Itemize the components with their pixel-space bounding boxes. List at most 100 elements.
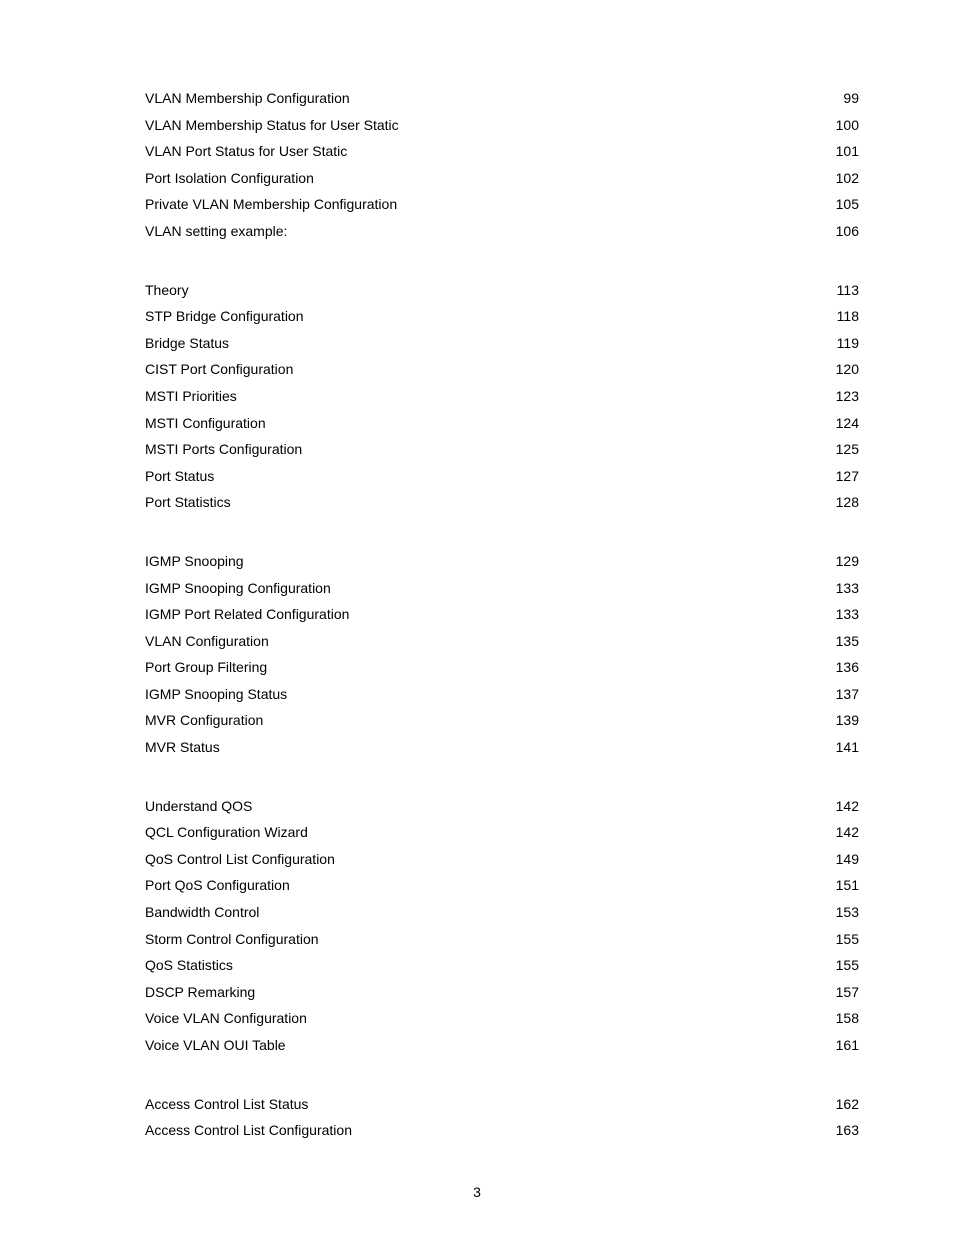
toc-entry-page: 162: [832, 1091, 859, 1118]
toc-entry-page: 157: [832, 979, 859, 1006]
toc-entry-page: 129: [832, 548, 859, 575]
toc-entry-page: 102: [832, 165, 859, 192]
toc-entry-page: 142: [832, 819, 859, 846]
toc-entry-title: IGMP Snooping: [145, 548, 244, 575]
toc-entry-page: 105: [832, 191, 859, 218]
toc-entry-page: 120: [832, 356, 859, 383]
toc-entry-page: 127: [832, 463, 859, 490]
toc-entry-title: MSTI Priorities: [145, 383, 237, 410]
toc-entry-title: MSTI Configuration: [145, 410, 266, 437]
toc-entry-title: QoS Control List Configuration: [145, 846, 335, 873]
toc-entry: Port Status 127: [95, 463, 859, 490]
toc-entry: Port Isolation Configuration 102: [95, 165, 859, 192]
toc-entry: VLAN setting example: 106: [95, 218, 859, 245]
toc-entry-title: Port Group Filtering: [145, 654, 267, 681]
toc-entry-page: 163: [832, 1117, 859, 1144]
toc-entry: Access Control List Configuration 163: [95, 1117, 859, 1144]
toc-entry-title: Storm Control Configuration: [145, 926, 319, 953]
toc-entry: IGMP Snooping Status137: [95, 681, 859, 708]
toc-entry-page: 99: [839, 85, 859, 112]
toc-entry-title: Access Control List Status: [145, 1091, 308, 1118]
toc-entry-page: 141: [832, 734, 859, 761]
toc-group: Theory113STP Bridge Configuration118Brid…: [95, 277, 859, 516]
toc-entry-page: 136: [832, 654, 859, 681]
toc-entry: Bridge Status 119: [95, 330, 859, 357]
toc-entry-page: 161: [832, 1032, 859, 1059]
toc-entry: Voice VLAN OUI Table 161: [95, 1032, 859, 1059]
toc-entry: Access Control List Status 162: [95, 1091, 859, 1118]
toc-entry-page: 158: [832, 1005, 859, 1032]
toc-entry-title: VLAN Configuration: [145, 628, 269, 655]
toc-group: IGMP Snooping129IGMP Snooping Configurat…: [95, 548, 859, 761]
toc-entry-title: Private VLAN Membership Configuration: [145, 191, 397, 218]
toc-entry-title: Theory: [145, 277, 189, 304]
toc-entry: VLAN Port Status for User Static 101: [95, 138, 859, 165]
toc-entry: QoS Statistics 155: [95, 952, 859, 979]
toc-entry-title: Port Status: [145, 463, 214, 490]
toc-entry-title: IGMP Port Related Configuration: [145, 601, 349, 628]
toc-entry-title: MVR Configuration: [145, 707, 263, 734]
toc-entry-title: MSTI Ports Configuration: [145, 436, 302, 463]
toc-entry-title: Access Control List Configuration: [145, 1117, 352, 1144]
toc-entry: MVR Configuration 139: [95, 707, 859, 734]
toc-entry: Understand QOS 142: [95, 793, 859, 820]
toc-entry-page: 155: [832, 952, 859, 979]
toc-entry: Port Statistics 128: [95, 489, 859, 516]
toc-entry-page: 119: [833, 330, 859, 357]
toc-entry: QoS Control List Configuration 149: [95, 846, 859, 873]
toc-entry-page: 151: [832, 872, 859, 899]
toc-entry-page: 133: [832, 601, 859, 628]
toc-entry-title: IGMP Snooping Status: [145, 681, 287, 708]
toc-entry-page: 153: [832, 899, 859, 926]
toc-entry: IGMP Snooping 129: [95, 548, 859, 575]
toc-entry: MSTI Priorities 123: [95, 383, 859, 410]
toc-entry-title: VLAN Port Status for User Static: [145, 138, 347, 165]
toc-entry-page: 135: [832, 628, 859, 655]
toc-group: Access Control List Status162Access Cont…: [95, 1091, 859, 1144]
toc-group: Understand QOS142QCL Configuration Wizar…: [95, 793, 859, 1059]
toc-entry-page: 100: [832, 112, 859, 139]
toc-entry-title: VLAN setting example:: [145, 218, 287, 245]
toc-entry-page: 113: [833, 277, 859, 304]
toc-entry-page: 142: [832, 793, 859, 820]
toc-entry: MVR Status 141: [95, 734, 859, 761]
toc-entry: Private VLAN Membership Configuration 105: [95, 191, 859, 218]
toc-entry-page: 101: [832, 138, 859, 165]
toc-entry: MSTI Configuration 124: [95, 410, 859, 437]
toc-entry-page: 155: [832, 926, 859, 953]
toc-entry-page: 106: [832, 218, 859, 245]
toc-entry-page: 124: [832, 410, 859, 437]
toc-entry-page: 133: [832, 575, 859, 602]
toc-entry: VLAN Membership Status for User Static 10…: [95, 112, 859, 139]
toc-entry-title: VLAN Membership Status for User Static: [145, 112, 399, 139]
toc-entry-page: 123: [832, 383, 859, 410]
toc-entry-title: Bridge Status: [145, 330, 229, 357]
toc-entry-page: 149: [832, 846, 859, 873]
page-number: 3: [0, 1184, 954, 1200]
toc-entry-title: DSCP Remarking: [145, 979, 255, 1006]
toc-entry-page: 128: [832, 489, 859, 516]
toc-entry: Voice VLAN Configuration158: [95, 1005, 859, 1032]
toc-entry-page: 118: [833, 303, 859, 330]
toc-entry: MSTI Ports Configuration125: [95, 436, 859, 463]
toc-entry-title: CIST Port Configuration: [145, 356, 293, 383]
toc-entry-title: MVR Status: [145, 734, 220, 761]
toc-entry-title: STP Bridge Configuration: [145, 303, 304, 330]
toc-entry-page: 139: [832, 707, 859, 734]
toc-entry: VLAN Membership Configuration 99: [95, 85, 859, 112]
table-of-contents: VLAN Membership Configuration99VLAN Memb…: [95, 85, 859, 1144]
toc-entry-title: Voice VLAN OUI Table: [145, 1032, 286, 1059]
toc-entry: DSCP Remarking 157: [95, 979, 859, 1006]
toc-entry-title: VLAN Membership Configuration: [145, 85, 350, 112]
toc-entry: VLAN Configuration 135: [95, 628, 859, 655]
toc-entry-title: Bandwidth Control: [145, 899, 259, 926]
toc-entry-title: Port Isolation Configuration: [145, 165, 314, 192]
toc-entry: Port Group Filtering 136: [95, 654, 859, 681]
toc-entry: Storm Control Configuration 155: [95, 926, 859, 953]
toc-entry: Theory 113: [95, 277, 859, 304]
toc-entry-title: Port QoS Configuration: [145, 872, 290, 899]
toc-entry: Bandwidth Control 153: [95, 899, 859, 926]
toc-entry-title: QoS Statistics: [145, 952, 233, 979]
toc-entry-title: Understand QOS: [145, 793, 252, 820]
toc-entry-title: Port Statistics: [145, 489, 231, 516]
